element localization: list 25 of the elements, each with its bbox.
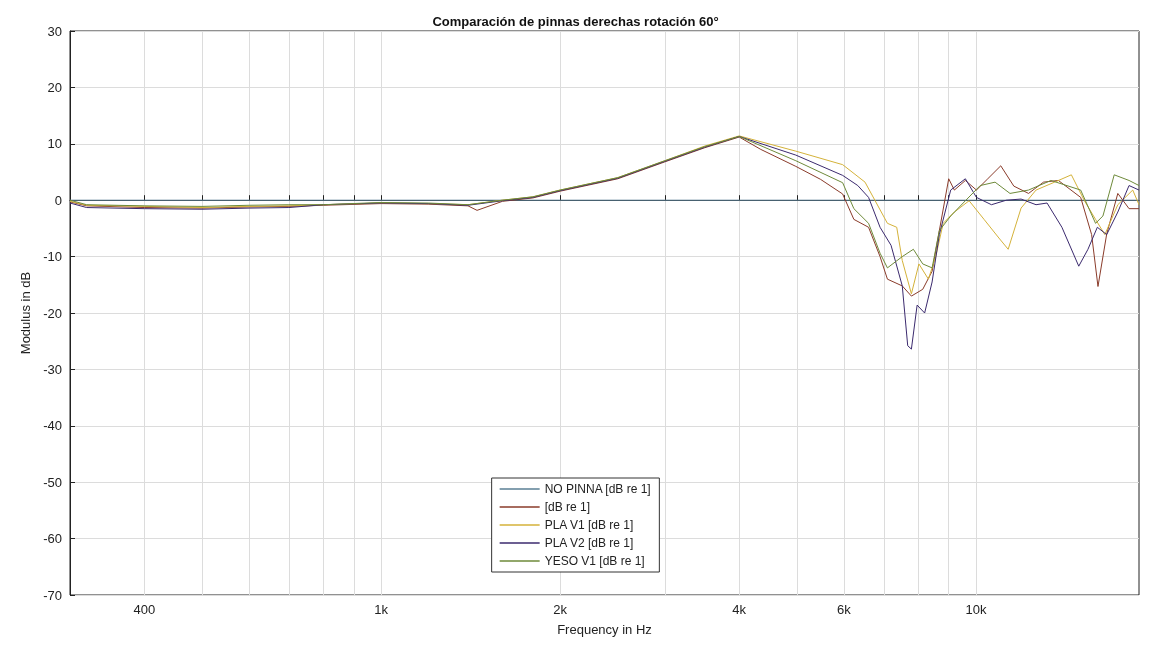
y-tick-label: -40	[43, 418, 62, 434]
x-tick-label: 1k	[374, 602, 389, 617]
x-tick-label: 10k	[965, 602, 987, 617]
y-tick-label: 10	[47, 136, 62, 152]
legend-label: YESO V1 [dB re 1]	[544, 554, 645, 568]
chart-title: Comparación de pinnas derechas rotación 60°	[432, 14, 719, 29]
x-tick-label: 400	[133, 602, 156, 617]
y-tick-label: -20	[43, 305, 62, 321]
legend-label: [dB re 1]	[544, 500, 591, 514]
y-tick-label: 0	[54, 192, 62, 208]
y-tick-label: -60	[43, 531, 62, 547]
legend-label: PLA V1 [dB re 1]	[544, 518, 634, 532]
legend-label: NO PINNA [dB re 1]	[544, 482, 651, 496]
y-tick-label: -10	[43, 249, 62, 265]
legend-label: PLA V2 [dB re 1]	[544, 536, 634, 550]
x-tick-label: 2k	[553, 602, 568, 617]
x-tick-label: 6k	[837, 602, 852, 617]
y-tick-label: -70	[43, 587, 62, 603]
y-tick-label: -50	[43, 474, 62, 490]
x-tick-label: 4k	[732, 602, 747, 617]
y-tick-label: 20	[47, 79, 62, 95]
y-tick-label: -30	[43, 361, 62, 377]
y-tick-label: 30	[47, 23, 62, 39]
y-axis-title: Modulus in dB	[18, 271, 33, 355]
x-axis-title: Frequency in Hz	[557, 622, 652, 637]
